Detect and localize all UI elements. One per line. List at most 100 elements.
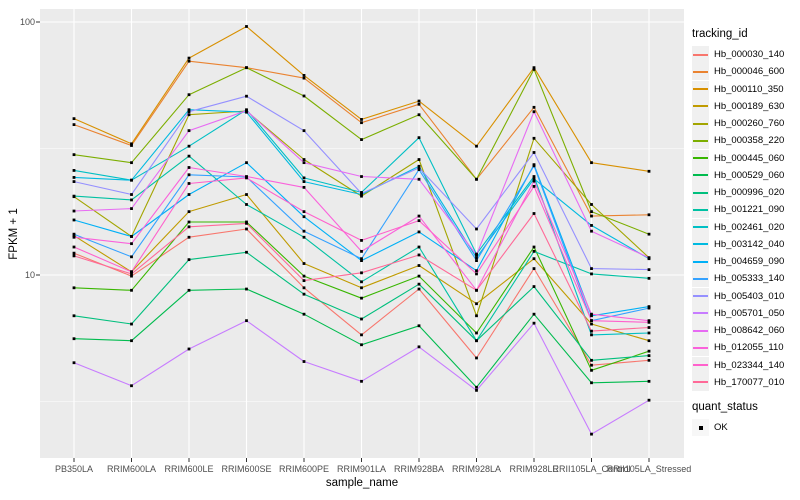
legend-key-icon <box>692 373 709 391</box>
legend-key-line-icon <box>693 208 708 211</box>
data-point-marker <box>590 267 593 270</box>
data-point-marker <box>360 118 363 121</box>
legend-key-line-icon <box>693 70 708 73</box>
legend-key-icon <box>692 184 709 202</box>
data-point-marker <box>72 235 76 239</box>
data-point-marker <box>245 193 248 196</box>
data-point-marker <box>130 207 133 210</box>
legend-key-icon <box>692 115 709 133</box>
data-point-marker <box>360 333 363 337</box>
data-point-marker <box>532 110 536 114</box>
data-point-marker <box>302 180 306 183</box>
data-point-marker <box>590 363 593 367</box>
data-point-marker <box>647 306 651 310</box>
data-point-marker <box>187 258 191 262</box>
data-point-marker <box>360 317 363 321</box>
data-point-marker <box>72 337 76 341</box>
data-point-marker <box>475 259 478 263</box>
data-point-marker <box>302 161 306 165</box>
data-point-marker <box>590 333 593 337</box>
data-point-marker <box>130 142 133 146</box>
data-point-marker <box>130 272 133 276</box>
legend-key-icon <box>692 46 709 64</box>
data-point-marker <box>475 253 478 257</box>
data-point-marker <box>475 144 478 148</box>
data-point-marker <box>72 209 76 213</box>
legend-item: Hb_023344_140 <box>692 356 798 374</box>
data-point-marker <box>187 129 191 133</box>
data-point-marker <box>187 210 191 214</box>
legend-item: Hb_170077_010 <box>692 373 798 391</box>
data-point-marker <box>417 324 421 328</box>
data-point-marker <box>590 432 593 436</box>
legend-key-line-icon <box>693 174 708 177</box>
data-point-marker <box>130 288 133 292</box>
data-point-marker <box>647 319 651 323</box>
data-point-marker <box>417 136 421 140</box>
data-point-marker <box>72 245 76 249</box>
data-point-marker <box>647 276 651 280</box>
legend-item-label: Hb_000189_630 <box>714 100 785 112</box>
data-point-marker <box>360 121 363 125</box>
data-point-marker <box>647 268 651 272</box>
legend-key-line-icon <box>693 105 708 108</box>
data-point-marker <box>590 224 593 227</box>
data-point-marker <box>130 144 133 147</box>
data-point-marker <box>302 235 306 239</box>
legend-key-line-icon <box>693 381 708 384</box>
data-point-marker <box>532 105 536 109</box>
legend-key-icon <box>692 287 709 305</box>
data-point-marker <box>475 288 478 292</box>
data-point-marker <box>475 314 478 318</box>
data-point-marker <box>187 193 191 196</box>
legend-key-icon <box>692 97 709 115</box>
data-point-marker <box>72 123 76 127</box>
data-point-marker <box>590 358 593 362</box>
data-point-marker <box>245 250 248 254</box>
legend-item-label: Hb_000030_140 <box>714 49 785 61</box>
legend-key-line-icon <box>693 226 708 229</box>
data-point-marker <box>590 368 593 372</box>
data-point-marker <box>475 272 478 276</box>
data-point-marker <box>72 194 76 198</box>
data-point-marker <box>302 279 306 283</box>
data-point-marker <box>187 225 191 229</box>
legend-key-line-icon <box>693 139 708 142</box>
data-point-marker <box>245 66 248 70</box>
data-point-marker <box>245 287 248 291</box>
x-tick-label: PB350LA <box>54 464 94 474</box>
data-point-marker <box>302 286 306 290</box>
legend-key-line-icon <box>693 364 708 367</box>
data-point-marker <box>302 94 306 98</box>
data-point-marker <box>302 158 306 161</box>
data-point-marker <box>417 264 421 267</box>
data-point-marker <box>417 245 421 249</box>
data-point-marker <box>130 339 133 343</box>
data-point-marker <box>417 345 421 349</box>
x-tick-label: RRIM928LA <box>451 464 502 474</box>
data-point-marker <box>360 280 363 284</box>
data-point-marker <box>417 113 421 117</box>
data-point-marker <box>532 136 536 140</box>
data-point-marker <box>245 109 248 113</box>
data-point-marker <box>187 166 191 169</box>
legend-item-label: Hb_000996_020 <box>714 187 785 199</box>
data-point-marker <box>647 354 651 358</box>
legend-item: Hb_002461_020 <box>692 218 798 236</box>
data-point-marker <box>360 296 363 300</box>
data-point-marker <box>245 161 248 165</box>
data-point-marker <box>647 169 651 173</box>
legend-key-line-icon <box>693 53 708 56</box>
data-point-marker <box>532 267 536 270</box>
data-point-marker <box>245 25 248 28</box>
legend-key-icon <box>692 270 709 288</box>
data-point-marker <box>360 379 363 383</box>
data-point-marker <box>130 274 133 278</box>
x-tick-label: RRIM600LA <box>106 464 157 474</box>
data-point-marker <box>590 314 593 318</box>
legend-item: Hb_001221_090 <box>692 201 798 219</box>
data-point-marker <box>417 168 421 171</box>
data-point-marker <box>360 239 363 242</box>
data-point-marker <box>187 154 191 158</box>
data-point-marker <box>590 229 593 233</box>
